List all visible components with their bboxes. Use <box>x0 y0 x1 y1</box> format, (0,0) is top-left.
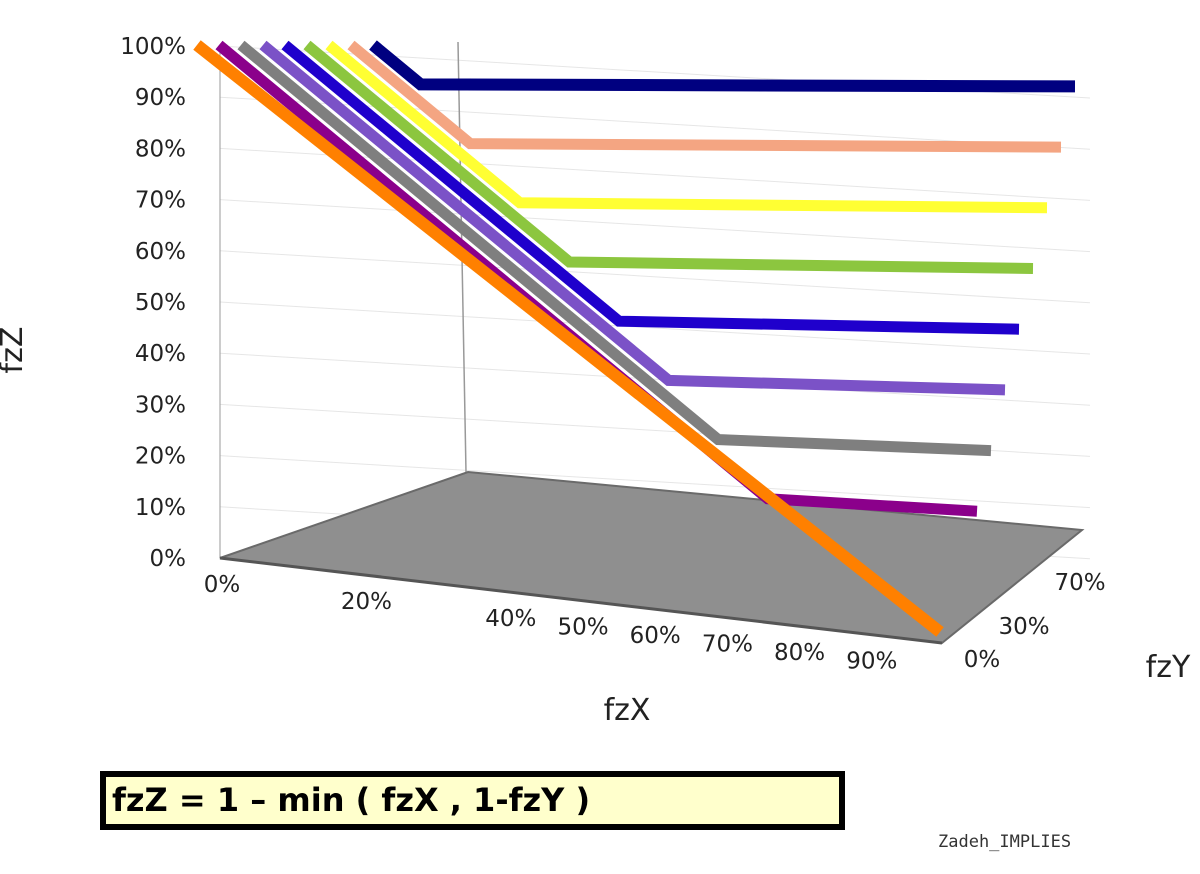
series-lines <box>193 40 1076 637</box>
z-tick-label: 50% <box>135 290 186 316</box>
x-axis-ticks: 0% 20% 40% 50% 60% 70% 80% 90% <box>204 572 898 675</box>
series-line-70 <box>347 40 1062 153</box>
z-tick-label: 100% <box>120 34 186 60</box>
gridline <box>219 199 1091 253</box>
x-tick-label: 60% <box>630 623 681 649</box>
z-tick-label: 10% <box>135 495 186 521</box>
series-line-40 <box>281 40 1020 335</box>
gridline <box>219 455 1091 509</box>
gridline <box>219 301 1091 355</box>
x-tick-label: 40% <box>485 606 536 632</box>
z-axis-title: fzZ <box>0 327 30 374</box>
x-tick-label: 0% <box>204 572 241 598</box>
y-axis-title: fzY <box>1146 650 1191 685</box>
series-line-50 <box>303 40 1034 274</box>
z-tick-label: 30% <box>135 392 186 418</box>
chart-floor <box>219 470 1085 645</box>
gridline <box>219 250 1091 304</box>
series-line-30 <box>259 40 1006 396</box>
series-line-20 <box>237 40 992 457</box>
x-tick-label: 70% <box>702 632 753 658</box>
y-axis-ticks: 0% 30%70% <box>964 570 1106 673</box>
y-tick-label: 30% <box>998 614 1049 640</box>
z-tick-label: 40% <box>135 341 186 367</box>
chart-caption: Zadeh_IMPLIES <box>938 832 1072 852</box>
gridline <box>219 147 1091 201</box>
series-line-60 <box>325 40 1048 214</box>
series-line-80 <box>369 40 1076 93</box>
x-axis-title: fzX <box>604 693 651 728</box>
series-line-0 <box>193 40 944 637</box>
floor-front-edge <box>219 556 943 645</box>
formula-box: fzZ = 1 – min ( fzX , 1-fzY ) <box>100 771 845 830</box>
floor-plane <box>219 470 1085 645</box>
z-tick-label: 60% <box>135 239 186 265</box>
gridline <box>219 352 1091 406</box>
x-tick-label: 50% <box>557 615 608 641</box>
z-tick-label: 90% <box>135 85 186 111</box>
x-tick-label: 90% <box>846 649 897 675</box>
z-tick-label: 20% <box>135 444 186 470</box>
z-tick-label: 70% <box>135 188 186 214</box>
z-axis-ticks: 0% 10% 20% 30% 40% 50% 60% 70% 80% 90% 100% <box>120 34 186 572</box>
y-tick-label: 0% <box>964 647 1001 673</box>
x-tick-label: 80% <box>774 640 825 666</box>
z-tick-label: 80% <box>135 136 186 162</box>
z-tick-label: 0% <box>150 546 187 572</box>
x-tick-label: 20% <box>341 589 392 615</box>
y-tick-label: 70% <box>1054 570 1105 596</box>
